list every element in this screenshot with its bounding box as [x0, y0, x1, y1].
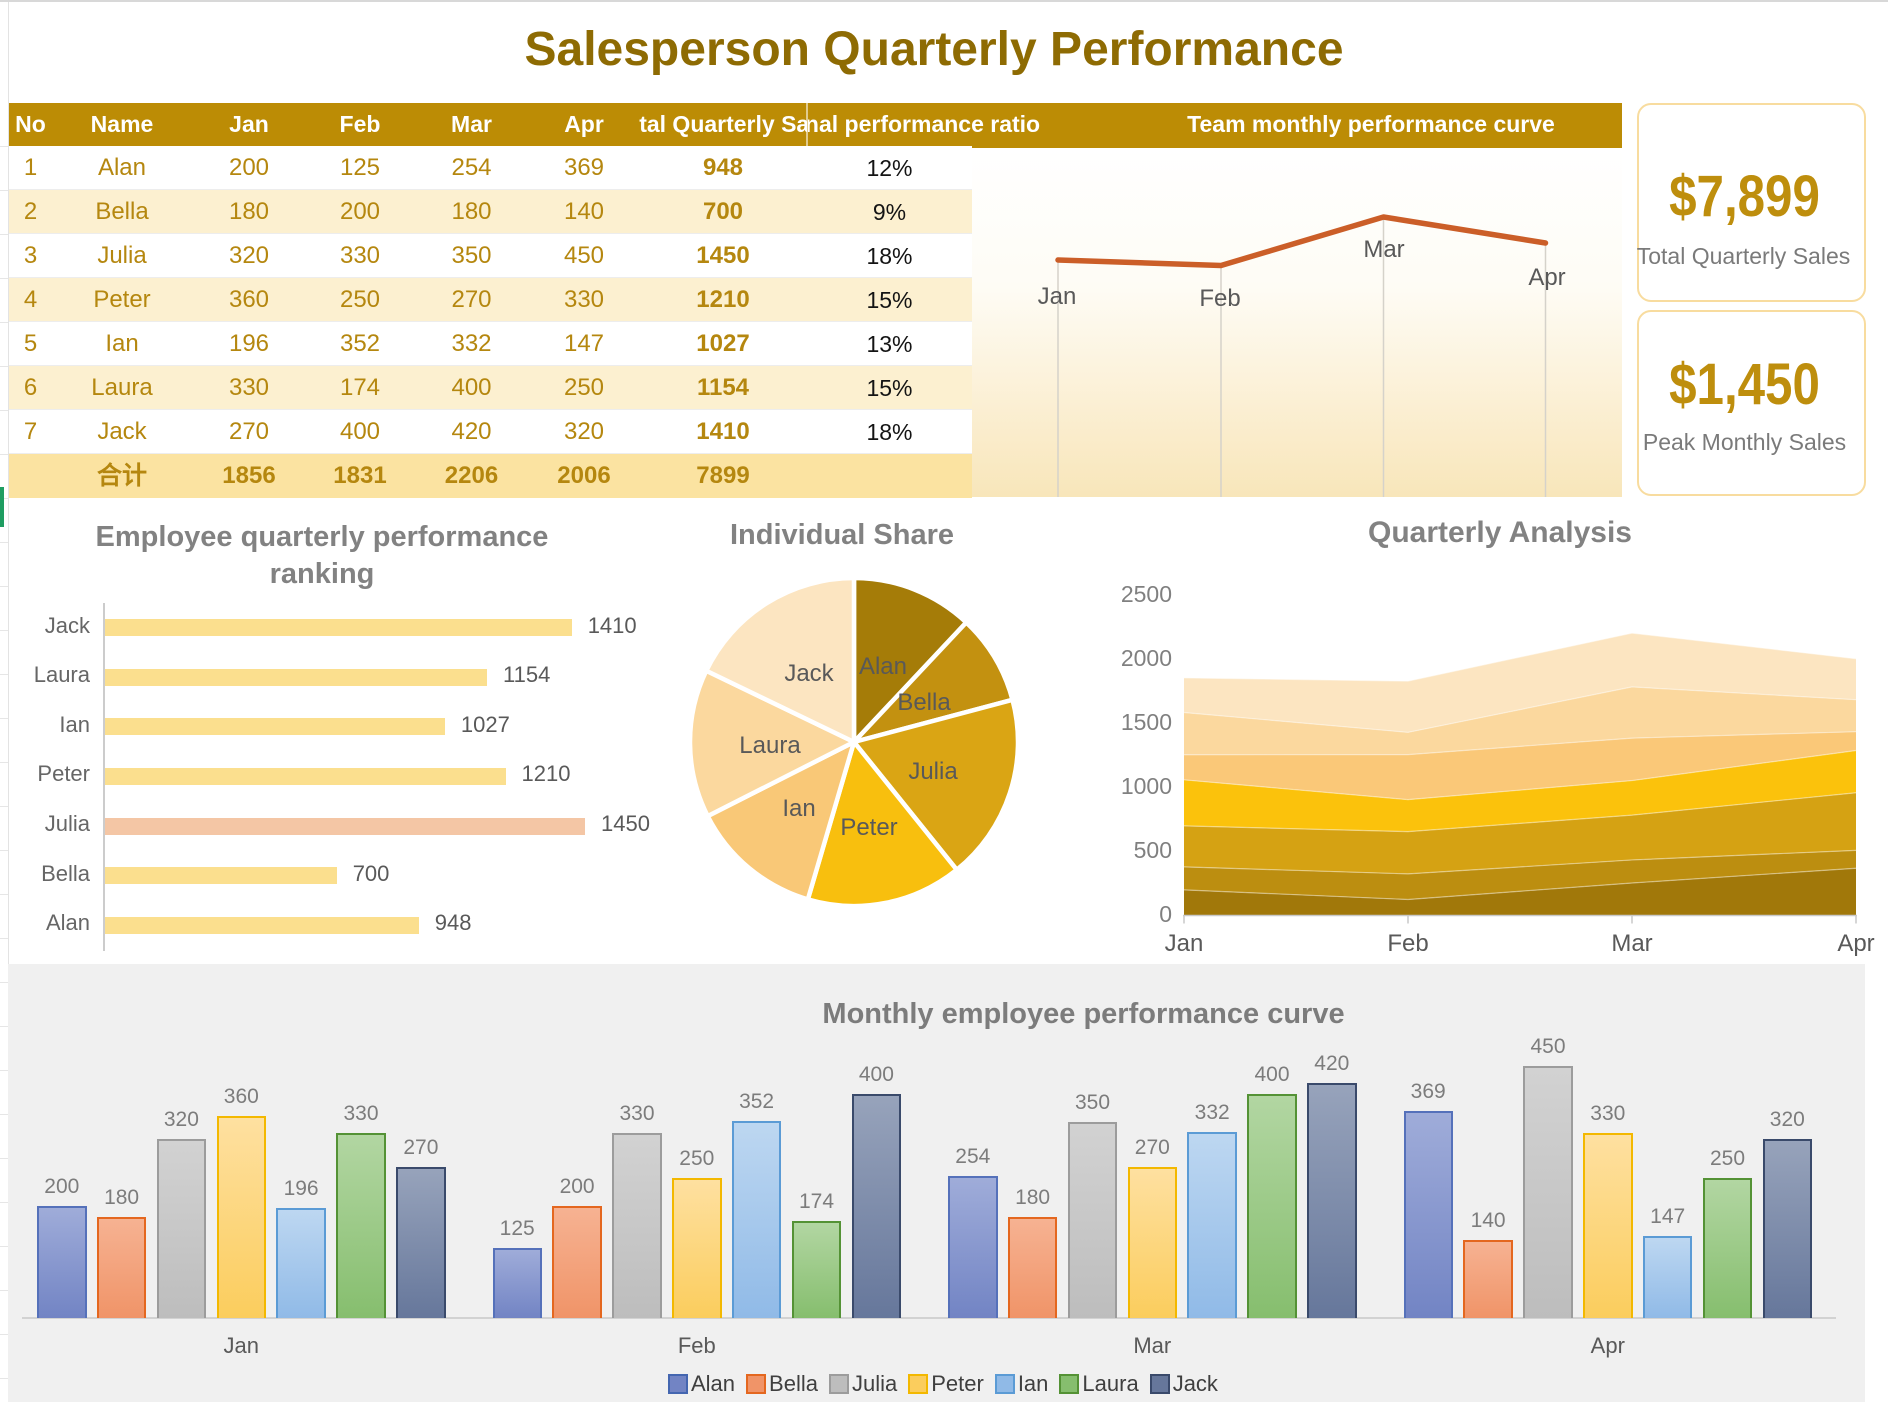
svg-text:Jack: Jack	[784, 660, 834, 687]
svg-text:Julia: Julia	[908, 758, 958, 785]
svg-text:Ian: Ian	[782, 795, 815, 822]
svg-text:Peter: Peter	[840, 814, 897, 841]
svg-text:Bella: Bella	[897, 689, 951, 716]
svg-text:Laura: Laura	[739, 732, 801, 759]
svg-text:Alan: Alan	[859, 653, 907, 680]
